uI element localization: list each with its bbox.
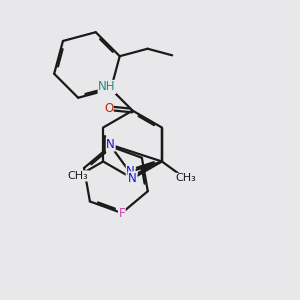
Text: O: O <box>104 102 113 115</box>
Text: CH₃: CH₃ <box>175 173 196 183</box>
Text: N: N <box>126 166 135 178</box>
Text: N: N <box>128 172 137 185</box>
Text: F: F <box>118 206 125 220</box>
Text: CH₃: CH₃ <box>68 171 88 181</box>
Text: NH: NH <box>98 80 116 94</box>
Text: N: N <box>106 138 115 151</box>
